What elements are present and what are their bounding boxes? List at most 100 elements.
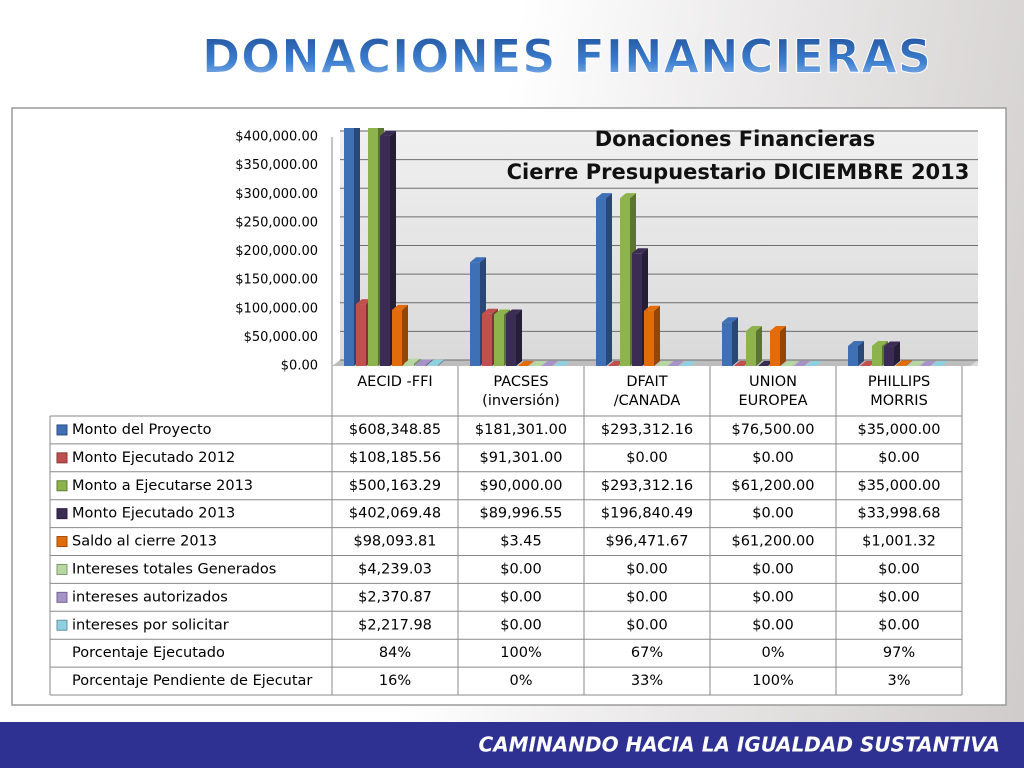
- bar-front: [428, 364, 438, 366]
- bar-top: [884, 341, 900, 347]
- bar-front: [848, 345, 858, 366]
- bar-top: [848, 340, 864, 346]
- bar-front: [470, 262, 480, 366]
- bar: [794, 361, 810, 366]
- table-cell: $76,500.00: [731, 422, 814, 438]
- bar-front: [770, 330, 780, 366]
- y-tick-label: $400,000.00: [235, 130, 318, 145]
- bar-top: [770, 325, 786, 331]
- y-tick-label: $250,000.00: [235, 215, 318, 230]
- table-cell: $0.00: [752, 561, 794, 577]
- bar-top: [506, 309, 522, 315]
- bar-side: [756, 325, 762, 366]
- bar: [542, 361, 558, 366]
- y-tick-label: $50,000.00: [244, 330, 318, 345]
- bar-top: [656, 361, 672, 366]
- bar: [884, 341, 900, 366]
- table-cell: 67%: [631, 645, 663, 661]
- bar: [806, 361, 822, 366]
- table-cell: $98,093.81: [353, 534, 436, 550]
- bar: [770, 325, 786, 366]
- bar-top: [392, 304, 408, 310]
- table-cell: $0.00: [500, 617, 542, 633]
- bar-top: [344, 13, 360, 18]
- footer-text: CAMINANDO HACIA LA IGUALDAD SUSTANTIVA: [479, 733, 1000, 757]
- table-cell: $91,301.00: [479, 450, 562, 466]
- bar-front: [494, 314, 504, 366]
- table-cell: 100%: [500, 645, 541, 661]
- bar: [644, 305, 660, 366]
- bar-top: [518, 360, 534, 366]
- bar: [920, 361, 936, 366]
- table-cell: 84%: [379, 645, 411, 661]
- bar-front: [368, 128, 378, 366]
- bar-front: [884, 346, 894, 366]
- bar-top: [428, 359, 444, 365]
- y-tick-label: $0.00: [281, 359, 318, 374]
- bar-front: [746, 330, 756, 366]
- slide-title: DONACIONES FINANCIERAS: [202, 30, 932, 84]
- bar-side: [426, 359, 432, 366]
- legend-label: Monto Ejecutado 2012: [72, 450, 235, 466]
- table-cell: $0.00: [500, 589, 542, 605]
- bar-top: [404, 358, 420, 364]
- bar-front: [482, 313, 492, 366]
- bar-top: [632, 248, 648, 254]
- bar: [404, 358, 420, 366]
- bar-side: [606, 193, 612, 366]
- bar-front: [356, 304, 366, 366]
- x-tick-label: DFAIT /CANADA: [613, 374, 681, 409]
- legend-label: Intereses totales Generados: [72, 561, 276, 577]
- bar-top: [470, 257, 486, 263]
- table-cell: $0.00: [626, 450, 668, 466]
- bar: [596, 193, 612, 366]
- table-cell: $4,239.03: [358, 561, 432, 577]
- table-cell: 100%: [752, 673, 793, 689]
- bar-top: [542, 361, 558, 366]
- bar-top: [596, 193, 612, 199]
- bar-front: [404, 363, 414, 366]
- table-cell: $181,301.00: [475, 422, 567, 438]
- bar-top: [644, 305, 660, 311]
- table-cell: $0.00: [752, 617, 794, 633]
- table-cell: $402,069.48: [349, 506, 441, 522]
- bar-side: [438, 359, 444, 366]
- bar-front: [872, 345, 882, 366]
- bar: [908, 361, 924, 366]
- bar-side: [858, 340, 864, 366]
- table-cell: 16%: [379, 673, 411, 689]
- table-cell: $0.00: [878, 589, 920, 605]
- x-tick-label: AECID -FFI: [357, 374, 433, 390]
- table-cell: $293,312.16: [601, 422, 693, 438]
- bar: [896, 360, 912, 366]
- bar-front: [644, 310, 654, 366]
- bar-side: [528, 360, 534, 366]
- y-tick-label: $300,000.00: [235, 187, 318, 202]
- bar-side: [906, 360, 912, 366]
- bar-front: [392, 309, 402, 366]
- table-cell: $89,996.55: [479, 506, 562, 522]
- legend-swatch: [56, 452, 68, 464]
- bar-side: [516, 309, 522, 366]
- bar: [428, 359, 444, 366]
- table-cell: $608,348.85: [349, 422, 441, 438]
- legend-label: Monto a Ejecutarse 2013: [72, 478, 253, 494]
- table-cell: 0%: [509, 673, 532, 689]
- legend-label: Saldo al cierre 2013: [72, 534, 217, 550]
- table-cell: 33%: [631, 673, 663, 689]
- bar-side: [414, 358, 420, 366]
- table-cell: $500,163.29: [349, 478, 441, 494]
- legend-swatch: [56, 563, 68, 575]
- table-cell: $2,370.87: [358, 589, 432, 605]
- chart-subtitle: Cierre Presupuestario DICIEMBRE 2013: [507, 160, 970, 184]
- table-cell: $0.00: [626, 589, 668, 605]
- bar-top: [932, 361, 948, 366]
- bar-top: [494, 309, 510, 315]
- bar-side: [390, 130, 396, 366]
- bar-front: [344, 128, 354, 367]
- table-cell: $0.00: [878, 561, 920, 577]
- bar-side: [402, 304, 408, 366]
- bar: [380, 130, 396, 366]
- x-tick-label: PACSES (inversión): [482, 374, 560, 409]
